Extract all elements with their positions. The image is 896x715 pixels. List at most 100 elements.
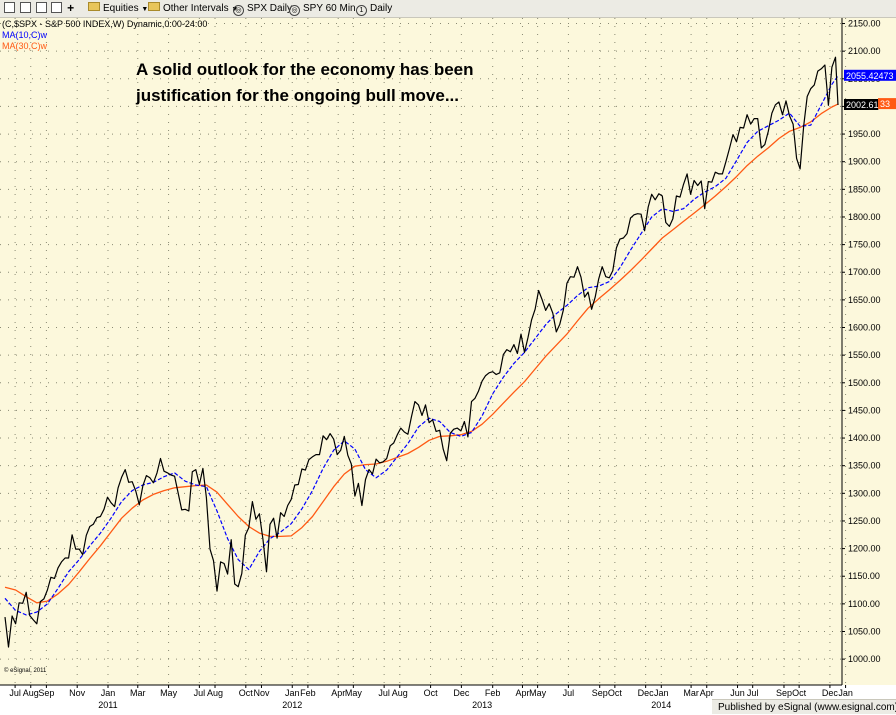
folder-icon [148,2,160,11]
price-axis [842,18,896,685]
add-icon[interactable]: + [67,1,75,15]
spx-daily-button[interactable]: ◎ SPX Daily [233,2,293,16]
price-value-badge [844,99,878,110]
published-footer: Published by eSignal (www.esignal.com) [712,699,896,714]
new-page-icon[interactable] [19,2,31,13]
year-tick-label: 2012 [282,700,302,710]
y-tick-label: 1700.00 [848,267,881,277]
y-tick-label: 1850.00 [848,184,881,194]
x-tick-label: Aug [207,688,223,698]
copy-page-icon[interactable] [35,2,47,13]
x-tick-label: Jul [194,688,206,698]
x-tick-label: Aug [392,688,408,698]
x-tick-label: Oct [792,688,807,698]
link-page-icon[interactable] [51,2,63,13]
x-tick-label: Sep [38,688,54,698]
y-tick-label: 1450.00 [848,405,881,415]
legend-ma30: MA(30,C)w [2,41,48,51]
annotation-line-2: justification for the ongoing bull move.… [135,86,459,105]
y-tick-label: 1250.00 [848,516,881,526]
plot-area [0,18,842,685]
grid [0,18,847,688]
x-tick-label: Oct [239,688,254,698]
x-tick-label: Jul [9,688,21,698]
y-tick-label: 1400.00 [848,433,881,443]
x-tick-label: Jul [747,688,759,698]
price-line [4,56,839,648]
x-tick-label: Jan [101,688,116,698]
x-tick-label: Feb [485,688,501,698]
x-tick-label: Jan [654,688,669,698]
y-tick-label: 2150.00 [848,19,881,29]
clock-icon: 1 [356,5,367,16]
ma10-value-badge [844,69,896,81]
x-tick-label: Mar [130,688,146,698]
y-tick-label: 1500.00 [848,378,881,388]
x-tick-label: Apr [331,688,345,698]
published-text: Published by eSignal (www.esignal.com) [718,702,896,713]
y-tick-label: 1150.00 [848,571,880,581]
x-tick-label: Sep [592,688,608,698]
legend-ma10: MA(10,C)w [2,30,48,40]
ma30-value-label: 33 [880,99,890,109]
y-tick-label: 1800.00 [848,212,881,222]
y-tick-label: 1000.00 [848,654,881,664]
y-tick-label: 1600.00 [848,323,881,333]
x-tick-label: Nov [69,688,86,698]
x-tick-label: Apr [700,688,714,698]
x-tick-label: Aug [23,688,39,698]
y-tick-label: 1300.00 [848,488,881,498]
x-tick-label: Jun [730,688,745,698]
annotation-line-1: A solid outlook for the economy has been [136,60,474,79]
other-intervals-menu[interactable]: Other Intervals ▼ [148,2,238,15]
x-tick-label: Sep [776,688,792,698]
bar-chart-icon[interactable] [4,2,15,13]
daily-button[interactable]: 1 Daily [356,2,393,16]
x-tick-label: Jul [378,688,390,698]
year-tick-label: 2014 [651,700,671,710]
ma30-line [4,103,839,604]
equities-menu[interactable]: Equities ▼ [88,2,148,15]
spx-weekly-chart: 1000.00 1050.00 1100.00 1150.00 1200.00 1250.… [0,18,896,714]
x-tick-label: Jul [563,688,575,698]
y-tick-label: 1650.00 [848,295,881,305]
y-tick-label: 1100.00 [848,599,880,609]
spx-daily-label: SPX Daily [247,3,293,14]
y-tick-label: 1750.00 [848,240,881,250]
x-tick-label: Feb [300,688,316,698]
x-tick-label: Dec [822,688,839,698]
series-lines [4,56,839,648]
y-tick-label: 1550.00 [848,350,881,360]
x-tick-label: Nov [253,688,270,698]
y-tick-label: 1200.00 [848,544,881,554]
toolbar-icons: + [4,2,74,15]
year-tick-label: 2013 [472,700,492,710]
chart-link-icon: ◎ [233,5,244,16]
x-tick-label: May [160,688,178,698]
spy-60min-button[interactable]: ◎ SPY 60 Min [289,2,356,16]
y-tick-label: 1050.00 [848,626,881,636]
other-intervals-label: Other Intervals [163,3,229,14]
y-tick-label: 1350.00 [848,461,881,471]
spy-60min-label: SPY 60 Min [303,3,356,14]
x-tick-label: Oct [608,688,623,698]
x-tick-label: Jan [838,688,853,698]
y-tick-label: 2100.00 [848,46,881,56]
x-tick-label: Dec [638,688,655,698]
chart-link-icon: ◎ [289,5,300,16]
daily-label: Daily [370,3,393,14]
chevron-down-icon: ▼ [141,6,149,13]
x-tick-label: May [345,688,363,698]
folder-icon [88,2,100,11]
x-tick-label: Oct [424,688,439,698]
x-tick-label: Jan [285,688,300,698]
chart-title: (C,$SPX - S&P 500 INDEX,W) Dynamic,0:00-… [2,19,207,29]
last-value-badges: 2055.42473 33 2002.61 [844,69,896,110]
copyright-text: © eSignal, 2011 [4,667,47,674]
price-value-label: 2002.61 [846,100,879,110]
x-tick-label: Dec [453,688,470,698]
ma10-value-label: 2055.42473 [846,71,894,81]
equities-label: Equities [103,3,139,14]
ma30-value-badge [878,98,896,110]
x-tick-label: Apr [515,688,529,698]
